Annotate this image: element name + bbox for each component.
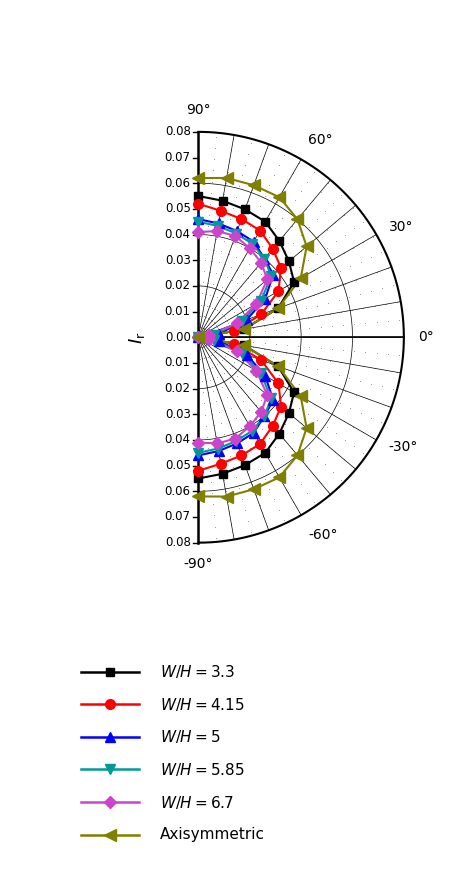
Text: 0.06: 0.06 [165, 484, 191, 498]
Text: 0.04: 0.04 [165, 434, 191, 447]
Text: 0.06: 0.06 [165, 177, 191, 190]
Text: 0°: 0° [418, 330, 434, 344]
Text: 0.01: 0.01 [165, 357, 191, 370]
Text: 0.08: 0.08 [165, 125, 191, 138]
Text: 0.08: 0.08 [165, 536, 191, 549]
Text: 0.03: 0.03 [165, 254, 191, 266]
Text: -60°: -60° [309, 527, 338, 541]
Text: 0.03: 0.03 [165, 408, 191, 420]
Text: $W/H=6.7$: $W/H=6.7$ [160, 794, 234, 810]
Text: 30°: 30° [389, 221, 413, 235]
Text: -90°: -90° [184, 557, 213, 571]
Text: 0.05: 0.05 [165, 459, 191, 472]
Text: 0.00: 0.00 [165, 331, 191, 343]
Text: 0.02: 0.02 [165, 382, 191, 395]
Text: -30°: -30° [389, 440, 418, 454]
Text: 0.02: 0.02 [165, 279, 191, 293]
Text: 0.01: 0.01 [165, 305, 191, 318]
Text: Axisymmetric: Axisymmetric [160, 827, 265, 842]
Text: 0.04: 0.04 [165, 228, 191, 241]
Text: $W/H=3.3$: $W/H=3.3$ [160, 663, 235, 681]
Text: 60°: 60° [309, 133, 333, 147]
Text: 0.05: 0.05 [165, 202, 191, 215]
Text: $I_\mathrm{r}$: $I_\mathrm{r}$ [127, 331, 147, 343]
Text: $W/H=5$: $W/H=5$ [160, 728, 220, 745]
Text: 0.07: 0.07 [165, 511, 191, 524]
Text: $W/H=5.85$: $W/H=5.85$ [160, 761, 245, 778]
Text: 0.07: 0.07 [165, 151, 191, 164]
Text: $W/H=4.15$: $W/H=4.15$ [160, 696, 245, 713]
Text: 90°: 90° [186, 103, 211, 117]
